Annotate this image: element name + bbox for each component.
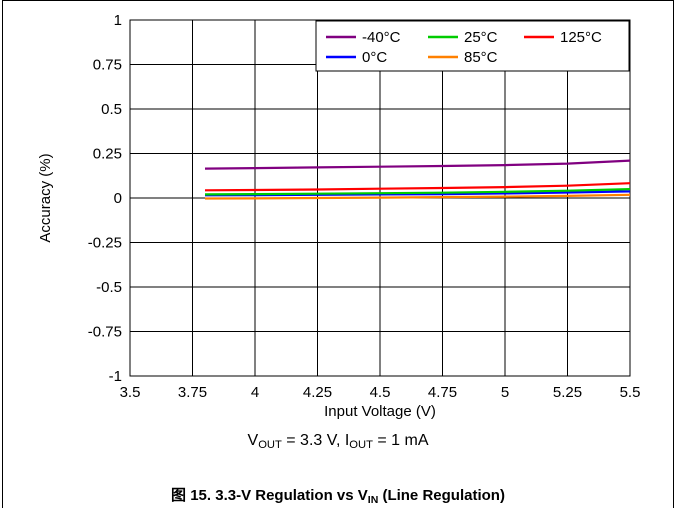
- series-lines: [205, 161, 630, 199]
- vout-value: = 3.3 V,: [282, 432, 345, 449]
- legend: -40°C 25°C 125°C 0°C 85°C: [316, 21, 629, 71]
- x-tick-label: 5: [501, 384, 509, 401]
- test-conditions: VOUT = 3.3 V, IOUT = 1 mA: [0, 432, 676, 451]
- legend-label: 85°C: [464, 49, 498, 66]
- iout-subscript: OUT: [349, 439, 373, 451]
- y-axis-label: Accuracy (%): [37, 153, 54, 242]
- x-tick-label: 4.25: [303, 384, 332, 401]
- x-tick-label: 3.75: [178, 384, 207, 401]
- iout-value: = 1 mA: [373, 432, 429, 449]
- y-tick-label: -0.5: [96, 279, 122, 296]
- y-tick-label: -1: [109, 368, 122, 385]
- y-tick-label: 0.5: [101, 101, 122, 118]
- vout-subscript: OUT: [258, 439, 282, 451]
- caption-subscript: IN: [368, 494, 379, 506]
- x-tick-label: 5.5: [620, 384, 641, 401]
- x-axis-label: Input Voltage (V): [324, 403, 436, 420]
- x-tick-labels: 3.5 3.75 4 4.25 4.5 4.75 5 5.25 5.5: [120, 384, 641, 401]
- y-tick-label: -0.25: [88, 235, 122, 252]
- legend-label: 25°C: [464, 29, 498, 46]
- x-tick-label: 5.25: [553, 384, 582, 401]
- x-tick-label: 4.75: [428, 384, 457, 401]
- x-tick-label: 3.5: [120, 384, 141, 401]
- y-tick-label: 0: [114, 190, 122, 207]
- y-tick-label: 0.25: [93, 146, 122, 163]
- legend-label: -40°C: [362, 29, 401, 46]
- legend-label: 0°C: [362, 49, 387, 66]
- y-tick-labels: 1 0.75 0.5 0.25 0 -0.25 -0.5 -0.75 -1: [88, 12, 122, 385]
- x-tick-label: 4.5: [370, 384, 391, 401]
- caption-prefix: 图 15. 3.3-V Regulation vs V: [171, 487, 368, 504]
- y-tick-label: 0.75: [93, 57, 122, 74]
- series-line: [205, 161, 630, 169]
- y-tick-label: 1: [114, 12, 122, 29]
- x-tick-label: 4: [251, 384, 259, 401]
- series-line: [205, 183, 630, 190]
- legend-label: 125°C: [560, 29, 602, 46]
- figure-caption: 图 15. 3.3-V Regulation vs VIN (Line Regu…: [0, 484, 676, 506]
- caption-suffix: (Line Regulation): [378, 487, 505, 504]
- y-tick-label: -0.75: [88, 324, 122, 341]
- line-regulation-chart: 3.5 3.75 4 4.25 4.5 4.75 5 5.25 5.5 1 0.75 0.5 0.25…: [0, 0, 676, 430]
- vout-symbol: V: [248, 432, 259, 449]
